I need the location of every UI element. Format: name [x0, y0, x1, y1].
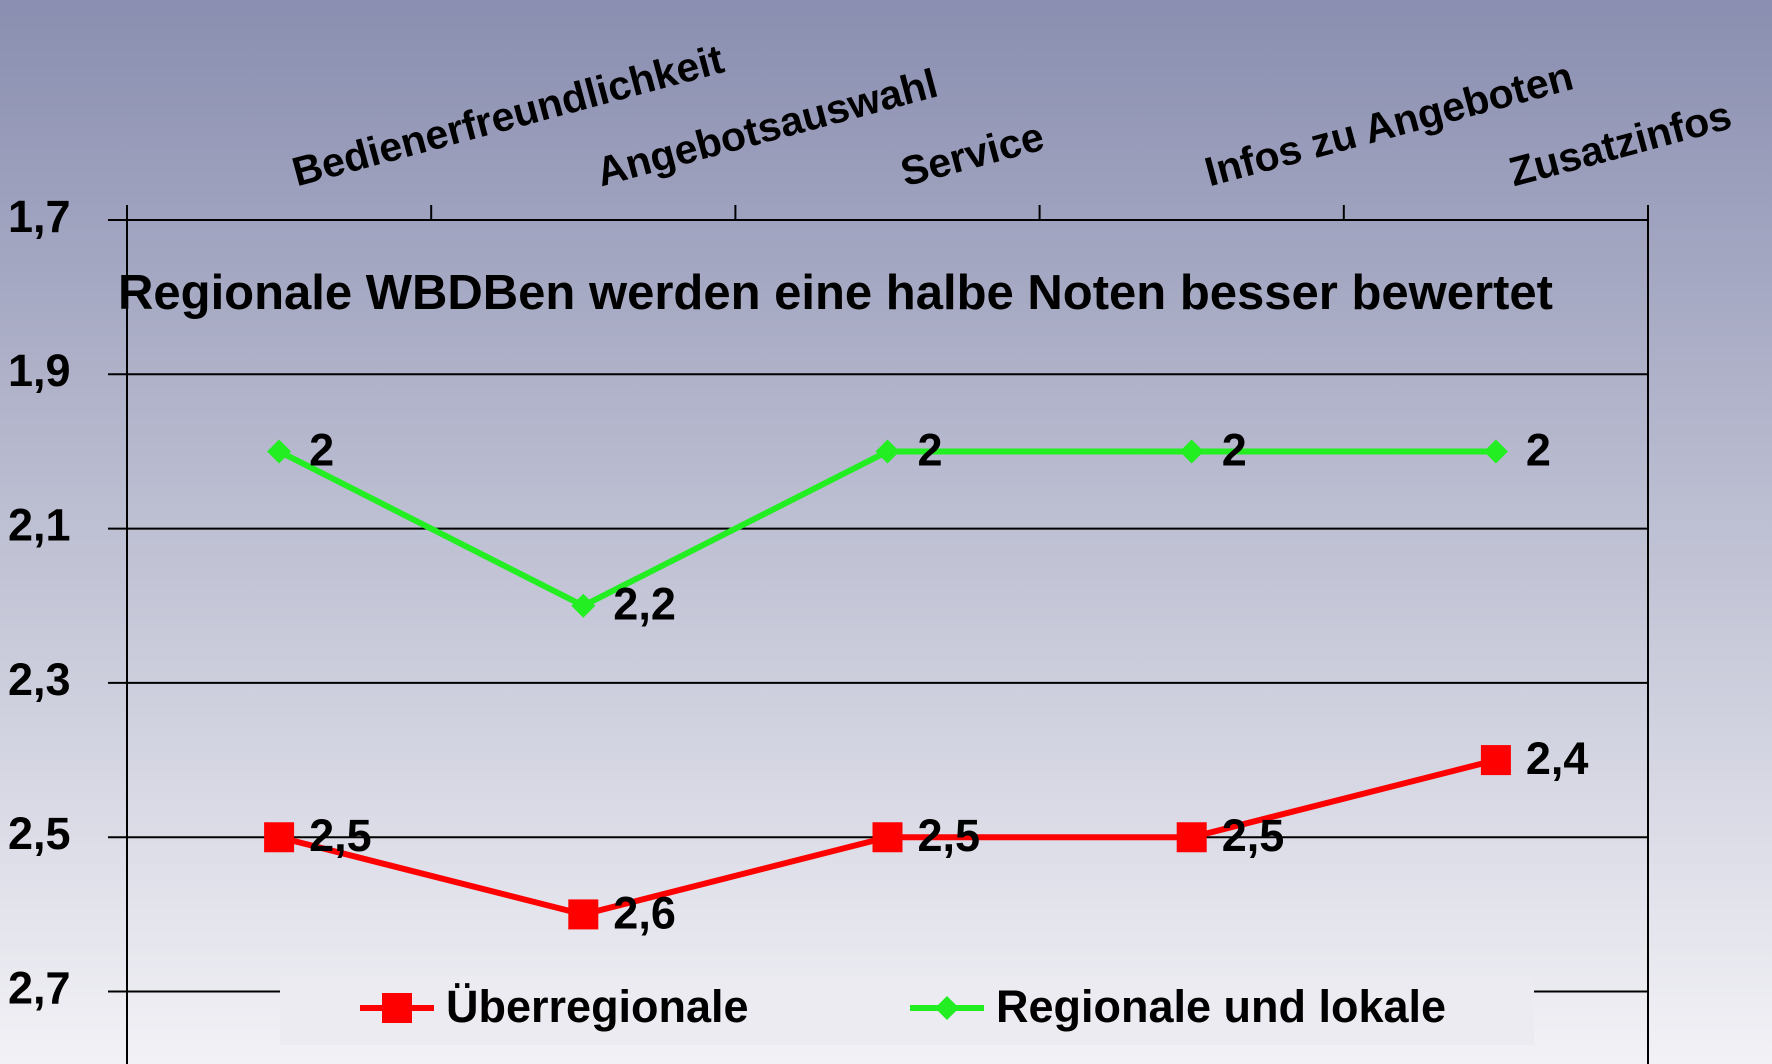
legend-box	[280, 975, 1534, 1045]
y-tick-label: 2,7	[8, 962, 71, 1013]
data-label: 2,4	[1526, 733, 1589, 784]
data-label: 2,5	[309, 810, 372, 861]
marker	[875, 439, 900, 464]
legend-label: Überregionale	[446, 981, 749, 1032]
legend-marker	[382, 993, 412, 1023]
y-tick-label: 2,5	[8, 808, 71, 859]
annotation: Regionale WBDBen werden eine halbe Noten…	[118, 266, 1553, 320]
y-tick-label: 2,1	[8, 500, 71, 551]
data-label: 2	[918, 424, 943, 475]
marker	[1483, 439, 1508, 464]
data-label: 2	[1526, 424, 1551, 475]
marker	[264, 822, 295, 853]
data-label: 2	[309, 424, 334, 475]
marker	[1480, 745, 1511, 776]
y-tick-label: 1,7	[8, 191, 71, 242]
legend-label: Regionale und lokale	[996, 981, 1446, 1032]
marker	[267, 439, 292, 464]
data-label: 2,2	[613, 579, 676, 630]
data-label: 2,5	[1222, 810, 1285, 861]
data-label: 2,5	[918, 810, 981, 861]
marker	[568, 899, 599, 930]
marker	[571, 593, 596, 618]
marker	[872, 822, 903, 853]
y-tick-label: 1,9	[8, 345, 71, 396]
marker	[1176, 822, 1207, 853]
data-label: 2	[1222, 424, 1247, 475]
data-label: 2,6	[613, 887, 676, 938]
y-tick-label: 2,3	[8, 654, 71, 705]
legend-marker	[935, 996, 959, 1020]
marker	[1179, 439, 1204, 464]
